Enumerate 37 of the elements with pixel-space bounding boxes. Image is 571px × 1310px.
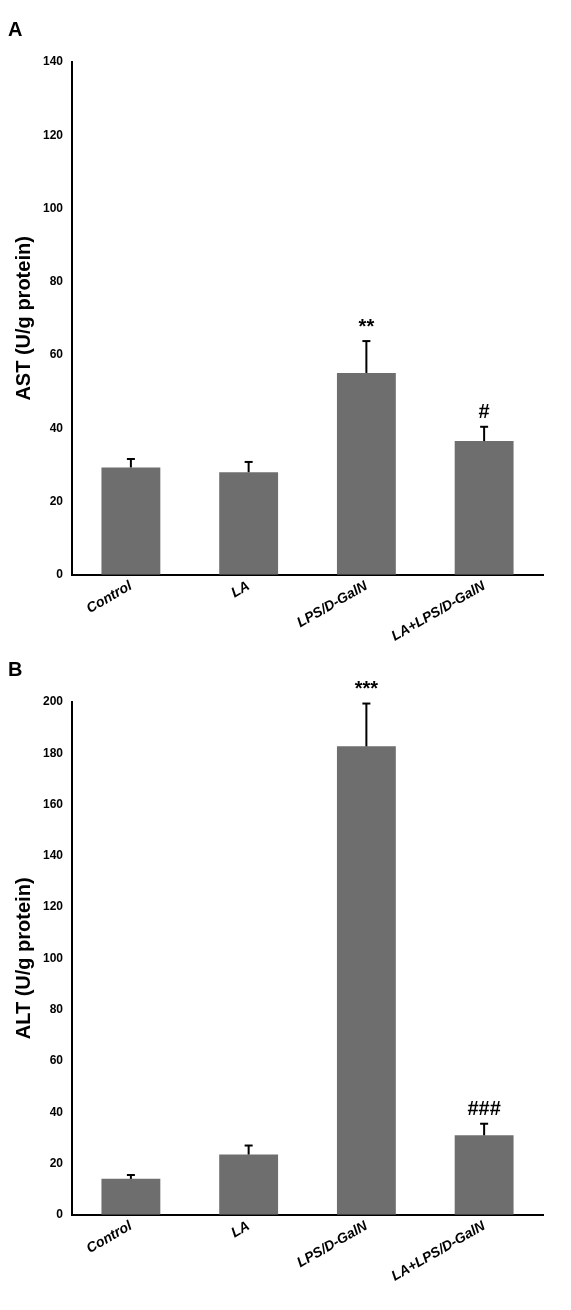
y-tick-label: 40	[49, 1104, 64, 1119]
y-tick-label: 60	[49, 1053, 64, 1068]
y-tick-label: 200	[42, 694, 64, 709]
y-tick-label: 40	[49, 420, 64, 435]
annotation: ***	[354, 677, 379, 700]
y-tick-label: 20	[49, 493, 64, 508]
bar	[101, 467, 161, 575]
y-tick-label: 120	[42, 899, 64, 914]
y-tick-label: 60	[49, 347, 64, 362]
bar	[336, 372, 396, 575]
y-tick-label: 140	[42, 54, 64, 69]
bar	[454, 1135, 514, 1215]
bar	[219, 472, 279, 575]
y-tick-label: 160	[42, 796, 64, 811]
y-axis-title: AST (U/g protein)	[11, 236, 34, 401]
y-axis-title: ALT (U/g protein)	[11, 877, 34, 1040]
y-tick-label: 80	[49, 1001, 64, 1016]
y-tick-label: 0	[56, 567, 64, 582]
y-tick-label: 20	[49, 1155, 64, 1170]
y-tick-label: 80	[49, 274, 64, 289]
bar	[101, 1178, 161, 1215]
y-tick-label: 100	[42, 950, 64, 965]
y-tick-label: 140	[42, 848, 64, 863]
bar	[454, 441, 514, 575]
y-tick-label: 0	[56, 1207, 64, 1222]
bar	[336, 746, 396, 1215]
annotation: ###	[467, 1097, 501, 1120]
annotation: #	[478, 400, 490, 423]
bar	[219, 1154, 279, 1215]
chart-title: A	[8, 17, 23, 40]
x-tick-label: LA	[227, 1217, 253, 1241]
annotation: **	[358, 314, 375, 337]
y-tick-label: 180	[42, 745, 64, 760]
y-tick-label: 120	[42, 127, 64, 142]
y-tick-label: 100	[42, 200, 64, 215]
chart-title: B	[8, 657, 23, 680]
x-tick-label: LA	[227, 577, 253, 601]
